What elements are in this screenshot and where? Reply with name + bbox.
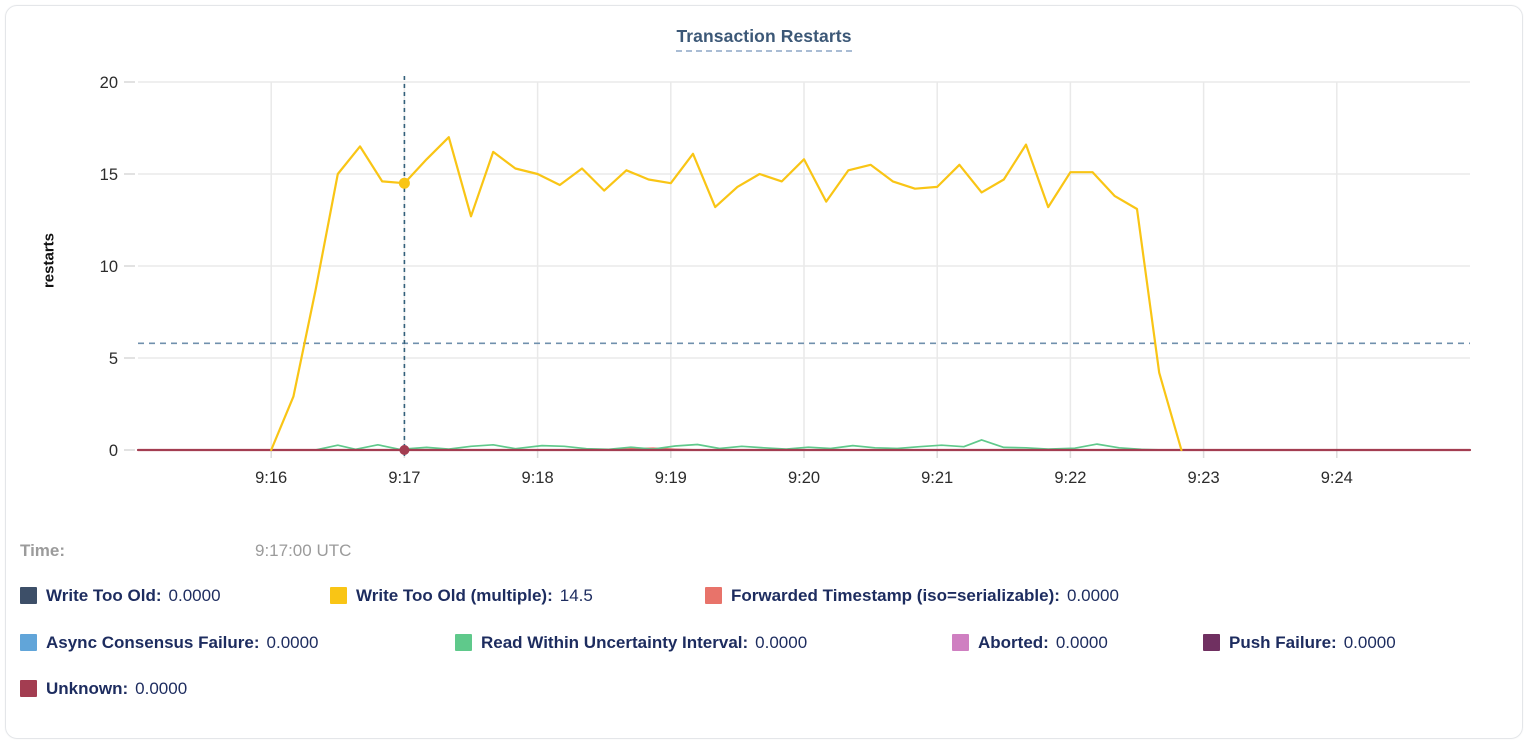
legend-label: Async Consensus Failure: (46, 633, 260, 652)
chart-card (5, 5, 1523, 739)
legend-value: 0.0000 (266, 633, 319, 652)
legend-value: 0.0000 (1055, 633, 1108, 652)
legend-item-write-too-old-multiple[interactable]: Write Too Old (multiple): 14.5 (330, 586, 593, 606)
y-tick-label: 20 (100, 74, 118, 92)
hover-dot-unknown (399, 445, 410, 455)
y-tick-label: 0 (109, 442, 118, 460)
legend-item-unknown[interactable]: Unknown: 0.0000 (20, 679, 187, 699)
legend-item-async-consensus-failure[interactable]: Async Consensus Failure: 0.0000 (20, 633, 319, 653)
legend-value: 0.0000 (135, 679, 188, 698)
hover-time-row: Time: 9:17:00 UTC (20, 541, 351, 561)
legend-label: Write Too Old (multiple): (356, 586, 553, 605)
legend-swatch (1203, 634, 1220, 651)
legend-value: 14.5 (559, 586, 593, 605)
time-value: 9:17:00 UTC (255, 541, 352, 560)
legend-label: Aborted: (978, 633, 1049, 652)
legend-item-write-too-old[interactable]: Write Too Old: 0.0000 (20, 586, 221, 606)
chart-title[interactable]: Transaction Restarts (676, 26, 852, 52)
x-tick-label: 9:22 (1054, 469, 1086, 487)
legend-value: 0.0000 (1343, 633, 1396, 652)
x-tick-label: 9:23 (1188, 469, 1220, 487)
chart-plot-area[interactable]: 0 5 10 15 20 9:16 9:17 9:18 9:19 9:20 9:21 9:22 9:23… (0, 0, 1528, 510)
series-line-write-too-old-multiple- (270, 136, 1183, 452)
legend-swatch (952, 634, 969, 651)
legend-item-aborted[interactable]: Aborted: 0.0000 (952, 633, 1108, 653)
legend-swatch (20, 634, 37, 651)
x-tick-label: 9:16 (255, 469, 287, 487)
legend-swatch (330, 587, 347, 604)
legend-swatch (20, 587, 37, 604)
legend-value: 0.0000 (755, 633, 808, 652)
x-tick-label: 9:18 (522, 469, 554, 487)
legend-label: Unknown: (46, 679, 129, 698)
x-tick-label: 9:21 (921, 469, 953, 487)
legend-item-forwarded-timestamp[interactable]: Forwarded Timestamp (iso=serializable): 0… (705, 586, 1119, 606)
legend-swatch (20, 680, 37, 697)
series-line-read-within-uncertainty-interval (259, 439, 1165, 451)
x-tick-label: 9:19 (655, 469, 687, 487)
legend-item-push-failure[interactable]: Push Failure: 0.0000 (1203, 633, 1396, 653)
legend-label: Write Too Old: (46, 586, 162, 605)
time-label: Time: (20, 541, 66, 560)
y-tick-label: 15 (100, 166, 118, 184)
chart-title-wrap: Transaction Restarts (0, 26, 1528, 52)
legend-label: Read Within Uncertainty Interval: (481, 633, 749, 652)
legend-value: 0.0000 (168, 586, 221, 605)
legend-label: Push Failure: (1229, 633, 1337, 652)
hover-dot-write-too-old-multiple- (398, 177, 410, 189)
legend-item-read-within-uncertainty-interval[interactable]: Read Within Uncertainty Interval: 0.0000 (455, 633, 807, 653)
y-tick-label: 10 (100, 258, 118, 276)
x-tick-label: 9:24 (1321, 469, 1353, 487)
legend-swatch (455, 634, 472, 651)
x-tick-label: 9:17 (388, 469, 420, 487)
x-tick-label: 9:20 (788, 469, 820, 487)
legend-value: 0.0000 (1066, 586, 1119, 605)
y-tick-label: 5 (109, 350, 118, 368)
legend-label: Forwarded Timestamp (iso=serializable): (731, 586, 1060, 605)
legend-swatch (705, 587, 722, 604)
